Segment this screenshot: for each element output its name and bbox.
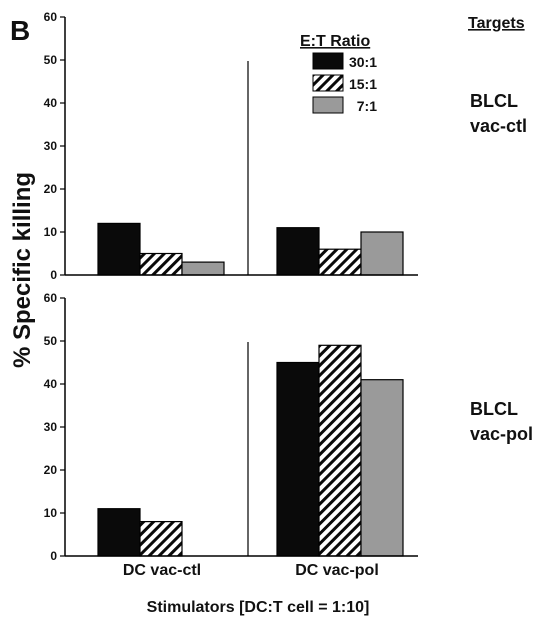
bar-panel1-15-1-2: [318, 248, 362, 276]
target-label-bottom-line2: vac-pol: [470, 424, 533, 444]
x-axis-label: Stimulators [DC:T cell = 1:10]: [147, 599, 370, 616]
bar-panel2-7-1-2: [360, 379, 404, 557]
y-tick-label-panel2-50: 50: [44, 334, 58, 348]
target-label-top-line2: vac-ctl: [470, 116, 527, 136]
y-tick-label-panel1-30: 30: [44, 139, 58, 153]
legend-label-7-1: 7:1: [357, 98, 377, 114]
y-tick-label-panel2-30: 30: [44, 420, 58, 434]
bar-panel2-30-1-1: [97, 508, 141, 557]
target-label-top: BLCL vac-ctl: [470, 91, 527, 136]
y-axis-label: % Specific killing: [9, 172, 36, 368]
bar-panel2-15-1-2: [318, 344, 362, 557]
legend-swatch-7-1: [312, 96, 344, 114]
legend-label-15-1: 15:1: [349, 76, 377, 92]
legend-title: E:T Ratio: [300, 33, 370, 50]
legend-swatch-15-1: [312, 74, 344, 92]
targets-header: Targets: [468, 15, 525, 32]
bar-panel1-7-1-1: [181, 261, 225, 276]
y-tick-label-panel2-20: 20: [44, 463, 58, 477]
y-tick-label-panel1-60: 60: [44, 10, 58, 24]
y-tick-label-panel1-20: 20: [44, 182, 58, 196]
legend-label-30-1: 30:1: [349, 54, 377, 70]
y-tick-label-panel2-60: 60: [44, 291, 58, 305]
y-tick-label-panel2-0: 0: [50, 549, 57, 563]
target-label-top-line1: BLCL: [470, 91, 518, 111]
bar-panel1-30-1-1: [97, 222, 141, 276]
bar-panel1-30-1-2: [276, 227, 320, 276]
legend: E:T Ratio 30:1 15:1 7:1: [300, 33, 377, 114]
panel-letter: B: [10, 15, 30, 46]
category-label-dc-vac-ctl: DC vac-ctl: [123, 562, 201, 579]
y-tick-label-panel1-10: 10: [44, 225, 58, 239]
y-tick-label-panel1-0: 0: [50, 268, 57, 282]
bar-panel1-7-1-2: [360, 231, 404, 276]
bar-panels: 0 10 20 30 40 50 60 0 10 20 30 40 50 60: [44, 10, 418, 563]
bar-panel2-15-1-1: [139, 520, 183, 557]
y-tick-label-panel2-10: 10: [44, 506, 58, 520]
target-label-bottom-line1: BLCL: [470, 399, 518, 419]
y-tick-label-panel1-40: 40: [44, 96, 58, 110]
bar-panel2-30-1-2: [276, 361, 320, 557]
y-tick-label-panel1-50: 50: [44, 53, 58, 67]
legend-swatch-30-1: [312, 52, 344, 70]
category-label-dc-vac-pol: DC vac-pol: [295, 562, 379, 579]
bar-panel1-15-1-1: [139, 252, 183, 276]
y-tick-label-panel2-40: 40: [44, 377, 58, 391]
target-label-bottom: BLCL vac-pol: [470, 399, 533, 444]
